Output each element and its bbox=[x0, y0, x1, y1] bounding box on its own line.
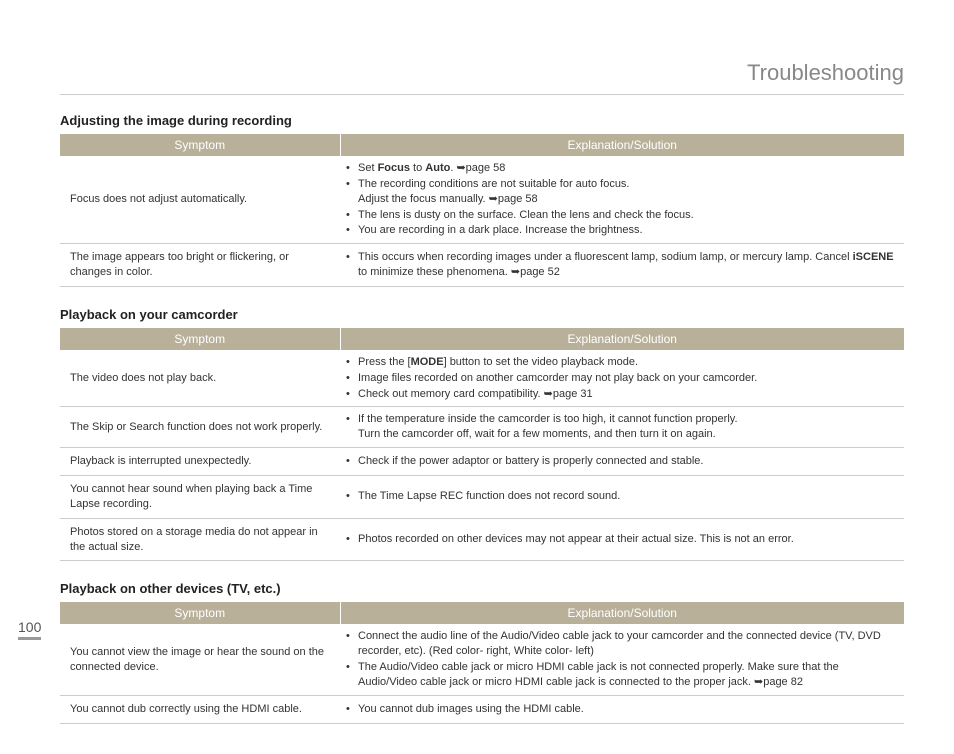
section-title: Playback on your camcorder bbox=[60, 307, 904, 322]
bullet-item: Press the [MODE] button to set the video… bbox=[358, 355, 896, 370]
bullet-item: You are recording in a dark place. Incre… bbox=[358, 223, 896, 238]
col-symptom: Symptom bbox=[60, 328, 340, 350]
bullet-item: The Audio/Video cable jack or micro HDMI… bbox=[358, 660, 896, 690]
bullet-item: The Time Lapse REC function does not rec… bbox=[358, 489, 896, 504]
explanation-cell: The Time Lapse REC function does not rec… bbox=[340, 475, 904, 518]
bullet-item: Photos recorded on other devices may not… bbox=[358, 532, 896, 547]
table-row: You cannot dub correctly using the HDMI … bbox=[60, 695, 904, 723]
symptom-cell: Photos stored on a storage media do not … bbox=[60, 518, 340, 561]
bullet-item: The lens is dusty on the surface. Clean … bbox=[358, 208, 896, 223]
explanation-cell: If the temperature inside the camcorder … bbox=[340, 407, 904, 448]
col-explanation: Explanation/Solution bbox=[340, 602, 904, 624]
troubleshooting-table: SymptomExplanation/SolutionYou cannot vi… bbox=[60, 602, 904, 723]
bullet-item: Connect the audio line of the Audio/Vide… bbox=[358, 629, 896, 659]
table-row: Playback is interrupted unexpectedly. Che… bbox=[60, 448, 904, 476]
symptom-cell: You cannot dub correctly using the HDMI … bbox=[60, 695, 340, 723]
bullet-item: Check out memory card compatibility. ➥pa… bbox=[358, 387, 896, 402]
explanation-cell: Press the [MODE] button to set the video… bbox=[340, 350, 904, 407]
sections-container: Adjusting the image during recording Symp… bbox=[60, 113, 904, 724]
explanation-cell: Set Focus to Auto. ➥page 58The recording… bbox=[340, 156, 904, 244]
bullet-item: Image files recorded on another camcorde… bbox=[358, 371, 896, 386]
table-row: Focus does not adjust automatically.Set … bbox=[60, 156, 904, 244]
troubleshooting-table: SymptomExplanation/SolutionFocus does no… bbox=[60, 134, 904, 287]
bullet-item: You cannot dub images using the HDMI cab… bbox=[358, 702, 896, 717]
bullet-item: If the temperature inside the camcorder … bbox=[358, 412, 896, 442]
symptom-cell: Playback is interrupted unexpectedly. bbox=[60, 448, 340, 476]
bullet-item: The recording conditions are not suitabl… bbox=[358, 177, 896, 207]
table-row: Photos stored on a storage media do not … bbox=[60, 518, 904, 561]
col-symptom: Symptom bbox=[60, 134, 340, 156]
bullet-item: Check if the power adaptor or battery is… bbox=[358, 454, 896, 469]
table-row: You cannot view the image or hear the so… bbox=[60, 624, 904, 695]
col-symptom: Symptom bbox=[60, 602, 340, 624]
symptom-cell: You cannot view the image or hear the so… bbox=[60, 624, 340, 695]
table-row: You cannot hear sound when playing back … bbox=[60, 475, 904, 518]
explanation-cell: This occurs when recording images under … bbox=[340, 244, 904, 287]
explanation-cell: Photos recorded on other devices may not… bbox=[340, 518, 904, 561]
col-explanation: Explanation/Solution bbox=[340, 134, 904, 156]
page-number: 100 bbox=[18, 619, 41, 640]
page-content: Troubleshooting Adjusting the image duri… bbox=[0, 0, 954, 754]
symptom-cell: You cannot hear sound when playing back … bbox=[60, 475, 340, 518]
table-row: The image appears too bright or flickeri… bbox=[60, 244, 904, 287]
table-row: The video does not play back. Press the [… bbox=[60, 350, 904, 407]
troubleshooting-table: SymptomExplanation/SolutionThe video doe… bbox=[60, 328, 904, 561]
section-title: Playback on other devices (TV, etc.) bbox=[60, 581, 904, 596]
symptom-cell: The image appears too bright or flickeri… bbox=[60, 244, 340, 287]
page-title: Troubleshooting bbox=[60, 60, 904, 95]
bullet-item: This occurs when recording images under … bbox=[358, 250, 896, 280]
bullet-item: Set Focus to Auto. ➥page 58 bbox=[358, 161, 896, 176]
symptom-cell: The video does not play back. bbox=[60, 350, 340, 407]
symptom-cell: The Skip or Search function does not wor… bbox=[60, 407, 340, 448]
explanation-cell: You cannot dub images using the HDMI cab… bbox=[340, 695, 904, 723]
explanation-cell: Connect the audio line of the Audio/Vide… bbox=[340, 624, 904, 695]
symptom-cell: Focus does not adjust automatically. bbox=[60, 156, 340, 244]
explanation-cell: Check if the power adaptor or battery is… bbox=[340, 448, 904, 476]
section-title: Adjusting the image during recording bbox=[60, 113, 904, 128]
table-row: The Skip or Search function does not wor… bbox=[60, 407, 904, 448]
col-explanation: Explanation/Solution bbox=[340, 328, 904, 350]
